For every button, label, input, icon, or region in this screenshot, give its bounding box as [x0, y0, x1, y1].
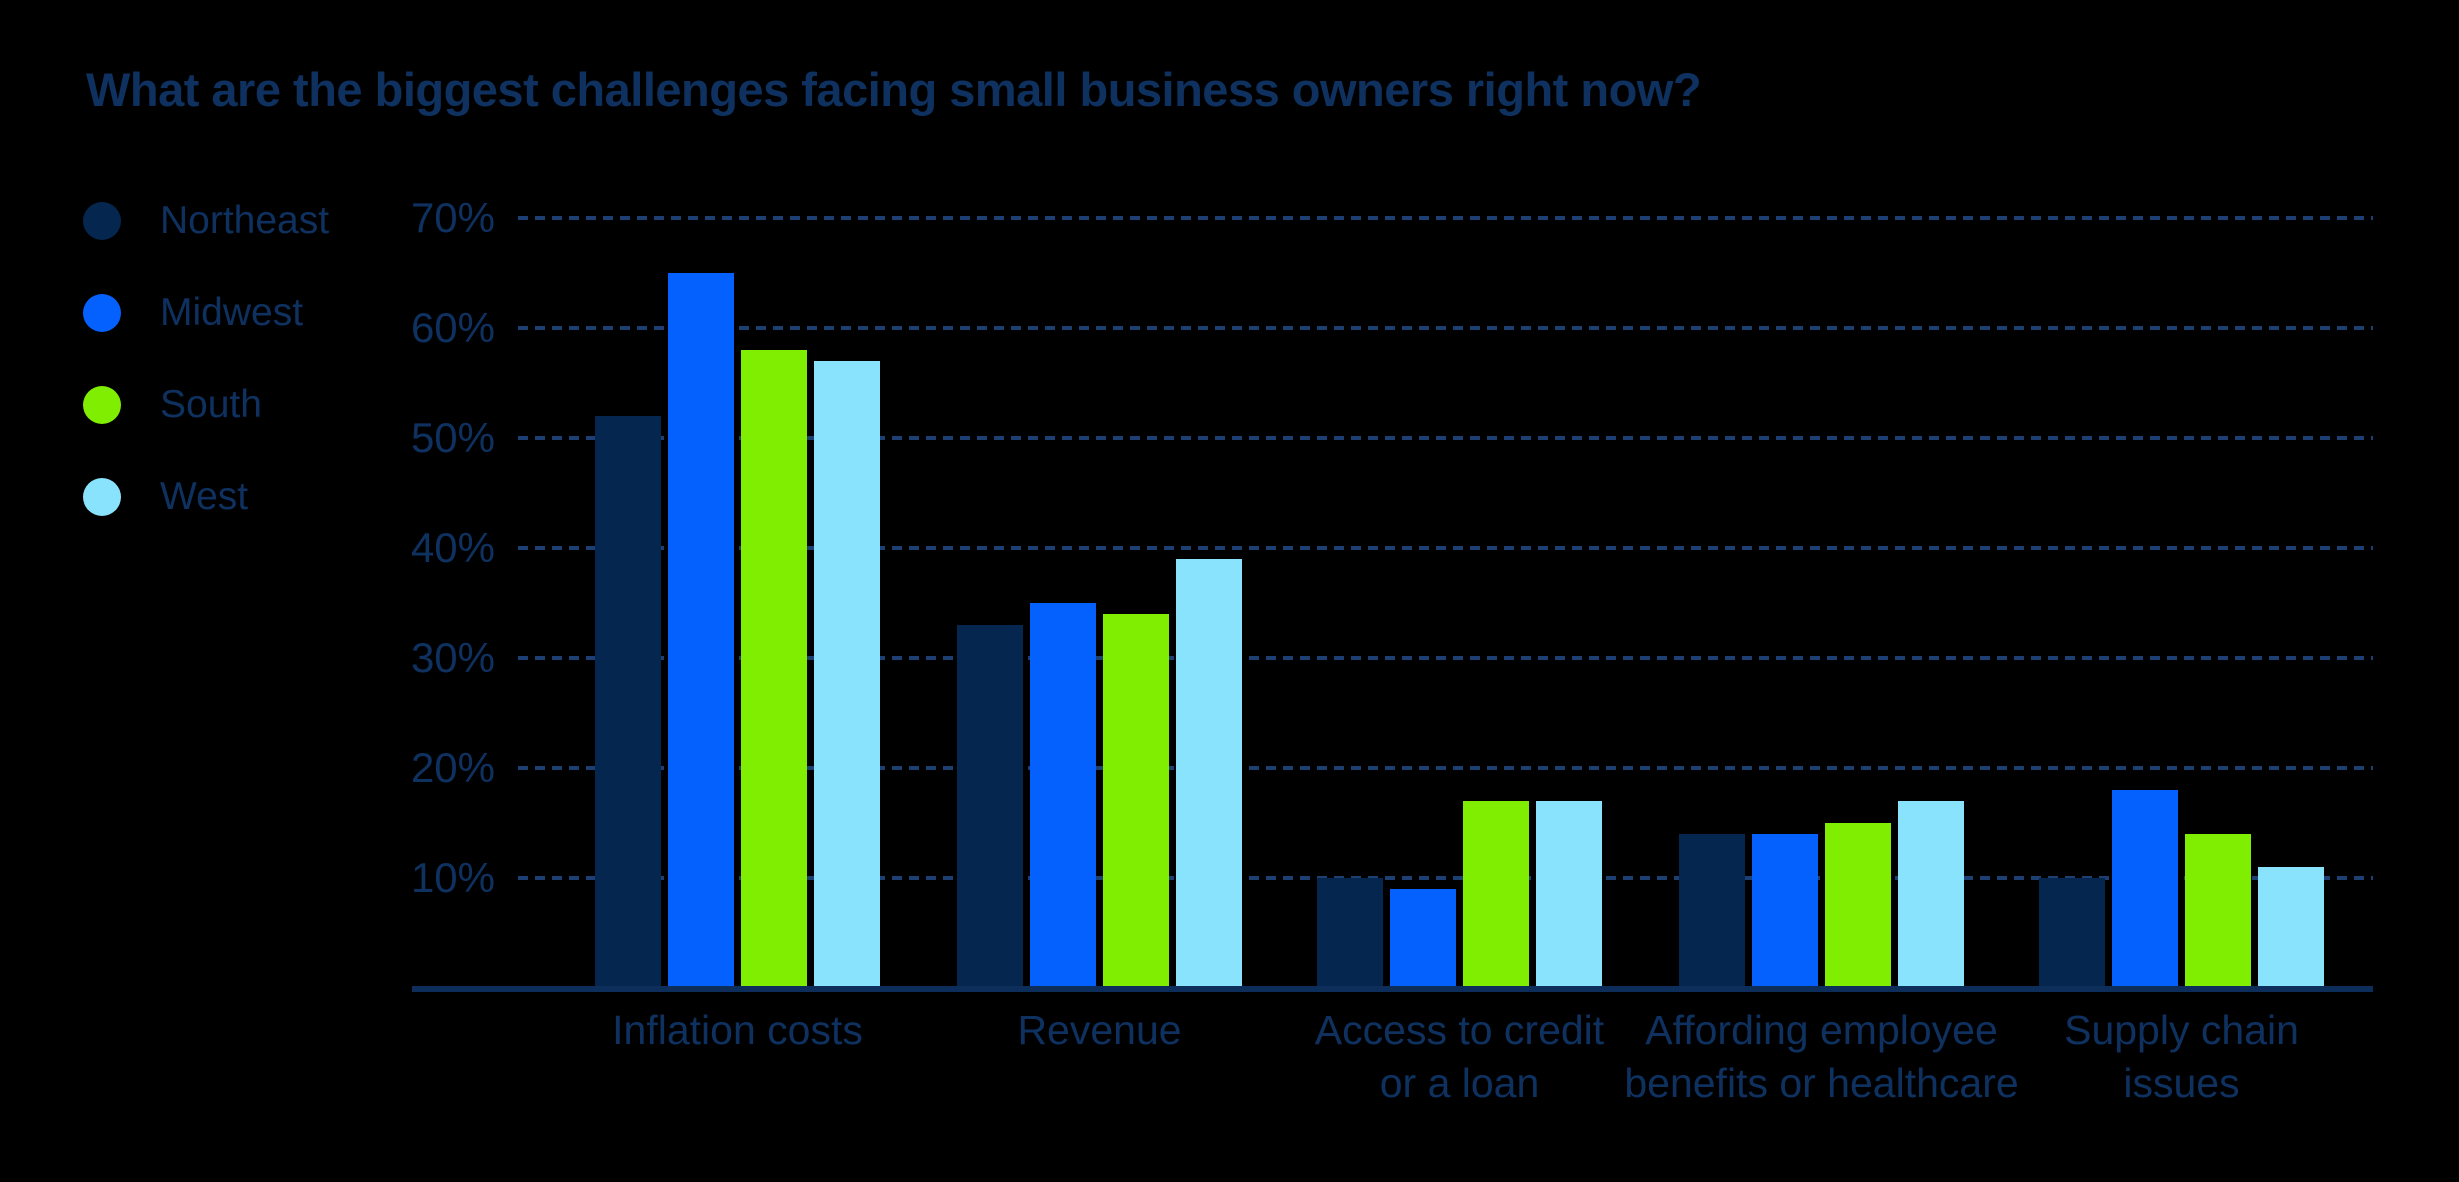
bar-west-supply-chain-issues	[2258, 867, 2324, 988]
bar-midwest-affording-employee-benefits-or-healthcare	[1752, 834, 1818, 988]
bar-west-inflation-costs	[814, 361, 880, 988]
y-axis-tick-label-30%: 30%	[410, 634, 495, 681]
y-axis-tick-label-20%: 20%	[410, 744, 495, 791]
legend-item-midwest: Midwest	[83, 290, 329, 336]
legend-swatch-midwest	[83, 294, 121, 332]
x-axis-baseline	[412, 986, 2373, 992]
gridline-50%	[518, 436, 2373, 440]
legend-label-west: West	[160, 475, 249, 518]
bar-south-access-to-credit-or-a-loan	[1463, 801, 1529, 988]
bar-midwest-revenue	[1030, 603, 1096, 988]
bar-northeast-supply-chain-issues	[2039, 878, 2105, 988]
bar-northeast-affording-employee-benefits-or-healthcare	[1679, 834, 1745, 988]
bar-west-revenue	[1176, 559, 1242, 988]
bar-west-access-to-credit-or-a-loan	[1536, 801, 1602, 988]
bar-south-revenue	[1103, 614, 1169, 988]
bar-south-affording-employee-benefits-or-healthcare	[1825, 823, 1891, 988]
bar-south-inflation-costs	[741, 350, 807, 988]
bar-midwest-supply-chain-issues	[2112, 790, 2178, 988]
legend-label-south: South	[160, 383, 262, 426]
legend-item-west: West	[83, 474, 329, 520]
y-axis-tick-label-40%: 40%	[410, 524, 495, 571]
bar-northeast-inflation-costs	[595, 416, 661, 988]
legend-label-midwest: Midwest	[160, 291, 304, 334]
bar-northeast-access-to-credit-or-a-loan	[1317, 878, 1383, 988]
legend-swatch-south	[83, 386, 121, 424]
y-axis-tick-label-10%: 10%	[410, 854, 495, 901]
legend-item-south: South	[83, 382, 329, 428]
x-axis-label-affording-employee-benefits-or-healthcare: Affording employee benefits or healthcare	[1624, 1007, 2019, 1106]
x-axis-label-inflation-costs: Inflation costs	[612, 1007, 863, 1053]
legend-item-northeast: Northeast	[83, 198, 329, 244]
y-axis-tick-label-70%: 70%	[410, 194, 495, 241]
x-axis-label-revenue: Revenue	[1017, 1007, 1182, 1053]
gridline-10%	[518, 876, 2373, 880]
x-axis-label-access-to-credit-or-a-loan: Access to credit or a loan	[1314, 1007, 1605, 1106]
y-axis-tick-label-50%: 50%	[410, 414, 495, 461]
bar-west-affording-employee-benefits-or-healthcare	[1898, 801, 1964, 988]
legend-swatch-northeast	[83, 202, 121, 240]
bar-northeast-revenue	[957, 625, 1023, 988]
gridline-30%	[518, 656, 2373, 660]
page-title: What are the biggest challenges facing s…	[86, 63, 1702, 116]
y-axis-tick-label-60%: 60%	[410, 304, 495, 351]
bar-midwest-inflation-costs	[668, 273, 734, 988]
bar-midwest-access-to-credit-or-a-loan	[1390, 889, 1456, 988]
gridline-40%	[518, 546, 2373, 550]
gridline-70%	[518, 216, 2373, 220]
x-axis-label-supply-chain-issues: Supply chain issues	[2064, 1007, 2299, 1106]
bar-south-supply-chain-issues	[2185, 834, 2251, 988]
legend-swatch-west	[83, 478, 121, 516]
legend-label-northeast: Northeast	[160, 199, 330, 242]
gridline-20%	[518, 766, 2373, 770]
gridline-60%	[518, 326, 2373, 330]
legend: Northeast Midwest South West	[83, 198, 329, 566]
